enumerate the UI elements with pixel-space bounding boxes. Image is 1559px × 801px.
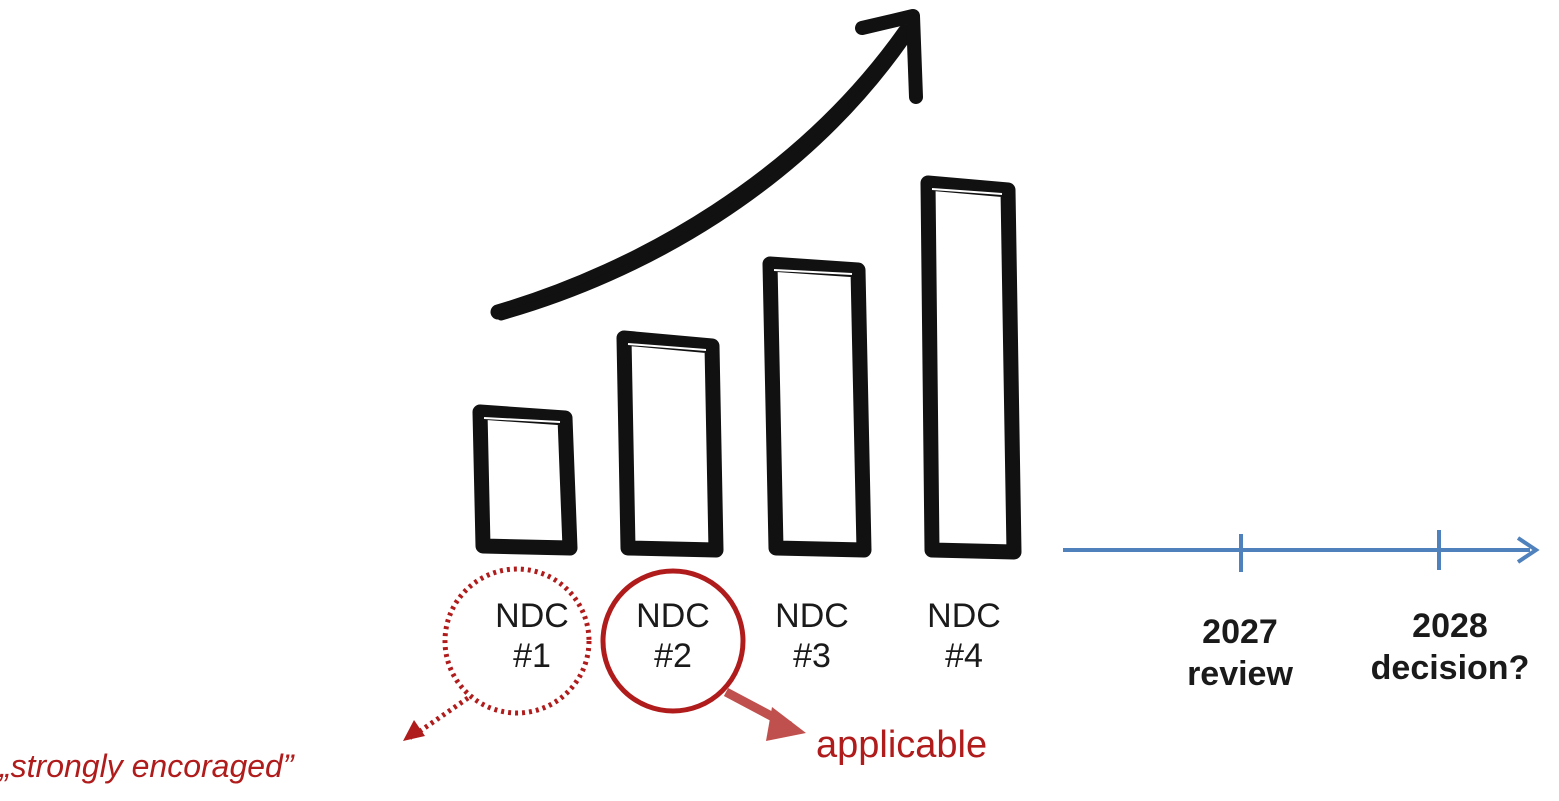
timeline-year-2027: 2027: [1202, 613, 1278, 651]
ndc-1-annotation: „strongly encoraged”: [0, 748, 294, 784]
ndc-label-4-number: #4: [945, 637, 983, 675]
bar-ndc-2: [616, 330, 724, 558]
ndc-label-1-name: NDC: [495, 597, 569, 635]
ndc-label-3: NDC #3: [747, 596, 877, 676]
ndc-label-2-name: NDC: [636, 597, 710, 635]
bar-ndc-1: [472, 404, 578, 556]
ndc-label-4-name: NDC: [927, 597, 1001, 635]
rising-trend-arrow: [490, 9, 923, 321]
ndc-label-2: NDC #2: [608, 596, 738, 676]
ndc-2-solid-circle: [600, 568, 806, 741]
ndc-label-1: NDC #1: [467, 596, 597, 676]
timeline-label-2028: 2028 decision?: [1345, 605, 1555, 689]
ndc-label-4: NDC #4: [899, 596, 1029, 676]
timeline-event-review: review: [1187, 655, 1293, 693]
ndc-label-1-number: #1: [513, 637, 551, 675]
bar-ndc-4: [920, 175, 1022, 560]
ndc-1-dotted-circle: [403, 566, 592, 741]
timeline-event-decision: decision?: [1370, 649, 1530, 687]
timeline: [1063, 530, 1540, 572]
ndc-label-2-number: #2: [654, 637, 692, 675]
bar-ndc-3: [762, 256, 872, 558]
timeline-year-2028: 2028: [1412, 607, 1488, 645]
ndc-label-3-number: #3: [793, 637, 831, 675]
ndc-label-3-name: NDC: [775, 597, 849, 635]
ndc-2-annotation: applicable: [816, 724, 988, 766]
timeline-label-2027: 2027 review: [1160, 611, 1320, 695]
